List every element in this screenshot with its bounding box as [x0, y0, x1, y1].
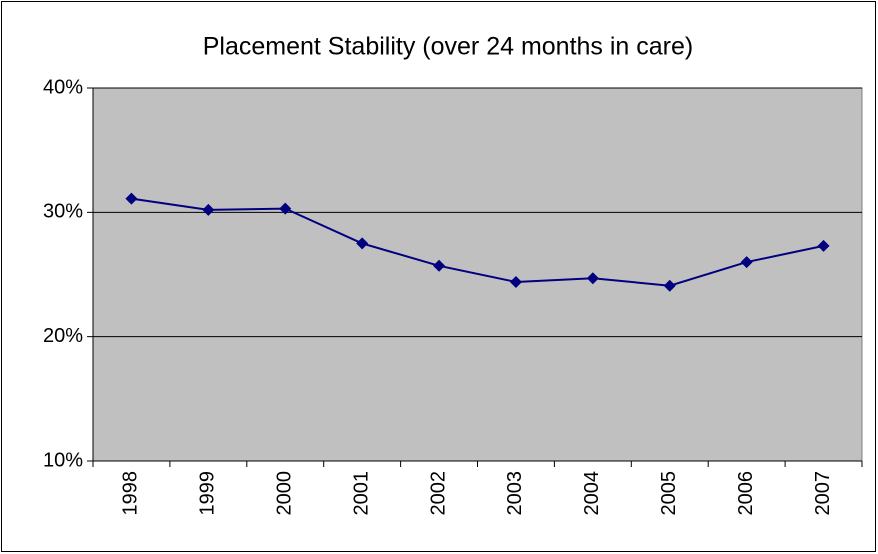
y-tick-label: 40%	[43, 76, 83, 98]
data-point	[202, 203, 215, 216]
x-tick-label: 2004	[581, 471, 603, 516]
x-tick-label: 2006	[735, 471, 757, 516]
data-point	[740, 256, 753, 269]
x-tick-label: 2000	[274, 471, 296, 516]
x-tick-label: 2001	[350, 471, 372, 516]
data-point	[663, 279, 676, 292]
data-point	[509, 275, 522, 288]
x-tick-label: 2002	[427, 471, 449, 516]
data-point	[356, 237, 369, 250]
data-point	[817, 239, 830, 252]
data-point	[279, 202, 292, 215]
x-tick-label: 2005	[658, 471, 680, 516]
data-point	[125, 192, 138, 205]
y-tick-label: 20%	[43, 325, 83, 347]
x-tick-label: 1999	[197, 471, 219, 516]
y-tick-label: 30%	[43, 201, 83, 223]
x-tick-label: 2007	[812, 471, 834, 516]
x-tick-label: 2003	[504, 471, 526, 516]
x-tick-label: 1998	[120, 471, 142, 516]
chart-title: Placement Stability (over 24 months in c…	[203, 33, 694, 61]
data-point	[433, 259, 446, 272]
data-line	[131, 197, 824, 287]
data-point	[586, 272, 599, 285]
y-tick-label: 10%	[43, 449, 83, 471]
